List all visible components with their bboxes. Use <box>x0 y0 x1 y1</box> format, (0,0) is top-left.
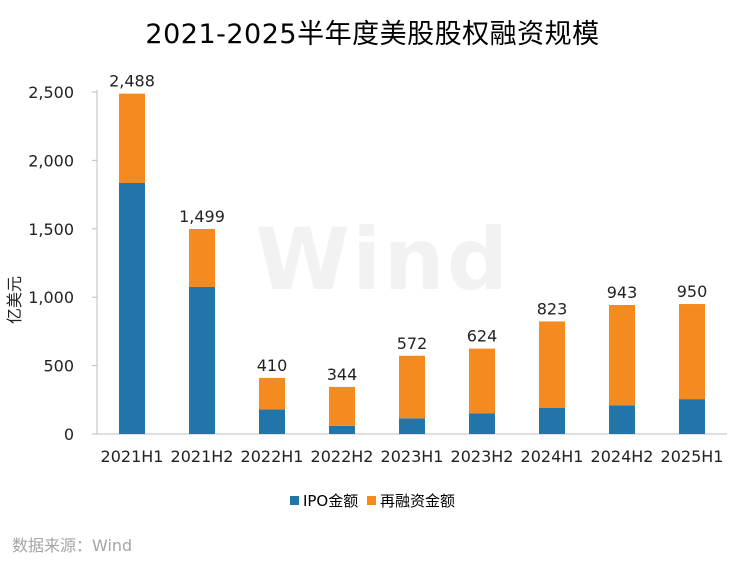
bar-refinancing <box>189 228 215 287</box>
y-tick-label: 0 <box>64 425 74 444</box>
x-axis: 2021H1 2021H2 2022H1 2022H2 2023H1 2023H2 2024… <box>97 433 727 466</box>
data-labels: 2,488 1,499 410 344 572 624 823 943 950 <box>109 72 707 384</box>
x-tick-label: 2024H1 <box>521 447 584 466</box>
legend-swatch-refinancing <box>367 496 377 505</box>
x-tick-label: 2024H2 <box>591 447 654 466</box>
x-tick-label: 2025H1 <box>661 447 724 466</box>
bar-refinancing <box>119 93 145 183</box>
y-axis: 0 500 1,000 1,500 2,000 2,500 <box>28 83 98 444</box>
legend-item-refinancing: 再融资金额 <box>367 490 455 511</box>
bar-refinancing <box>329 386 355 426</box>
total-label: 823 <box>537 299 568 318</box>
x-tick-label: 2021H2 <box>171 447 234 466</box>
total-label: 572 <box>397 334 428 353</box>
legend: IPO金额 再融资金额 <box>0 490 745 511</box>
bar-refinancing <box>539 321 565 409</box>
source-note: 数据来源：Wind <box>12 536 133 555</box>
x-tick-label: 2023H2 <box>451 447 514 466</box>
x-tick-label: 2022H1 <box>241 447 304 466</box>
bar-refinancing <box>609 304 635 406</box>
y-axis-label: 亿美元 <box>5 276 24 324</box>
y-tick-label: 2,000 <box>28 151 74 170</box>
bar-refinancing <box>469 348 495 414</box>
y-tick-label: 2,500 <box>28 83 74 102</box>
chart-title: 2021-2025半年度美股股权融资规模 <box>145 19 600 50</box>
y-tick-label: 1,500 <box>28 220 74 239</box>
total-label: 950 <box>677 282 708 301</box>
x-tick-label: 2023H1 <box>381 447 444 466</box>
watermark: Wind <box>255 210 511 310</box>
bar-refinancing <box>259 377 285 410</box>
y-tick-label: 500 <box>43 357 74 376</box>
total-label: 624 <box>467 327 498 346</box>
bar-ipo <box>399 418 425 434</box>
y-tick-label: 1,000 <box>28 288 74 307</box>
bar-refinancing <box>679 304 705 400</box>
bars <box>119 93 705 434</box>
bar-ipo <box>119 182 145 434</box>
bar-ipo <box>259 409 285 434</box>
total-label: 1,499 <box>179 207 225 226</box>
total-label: 410 <box>257 356 288 375</box>
bar-ipo <box>679 399 705 434</box>
legend-label-ipo: IPO金额 <box>302 492 359 510</box>
bar-ipo <box>189 286 215 434</box>
legend-item-ipo: IPO金额 <box>289 490 359 511</box>
total-label: 2,488 <box>109 72 155 91</box>
legend-label-refinancing: 再融资金额 <box>380 492 456 510</box>
bar-refinancing <box>399 355 425 419</box>
x-tick-label: 2022H2 <box>311 447 374 466</box>
total-label: 943 <box>607 283 638 302</box>
legend-swatch-ipo <box>289 496 299 505</box>
bar-ipo <box>329 425 355 434</box>
x-tick-label: 2021H1 <box>101 447 164 466</box>
bar-ipo <box>469 413 495 434</box>
bar-ipo <box>609 405 635 434</box>
total-label: 344 <box>327 365 358 384</box>
bar-ipo <box>539 408 565 434</box>
